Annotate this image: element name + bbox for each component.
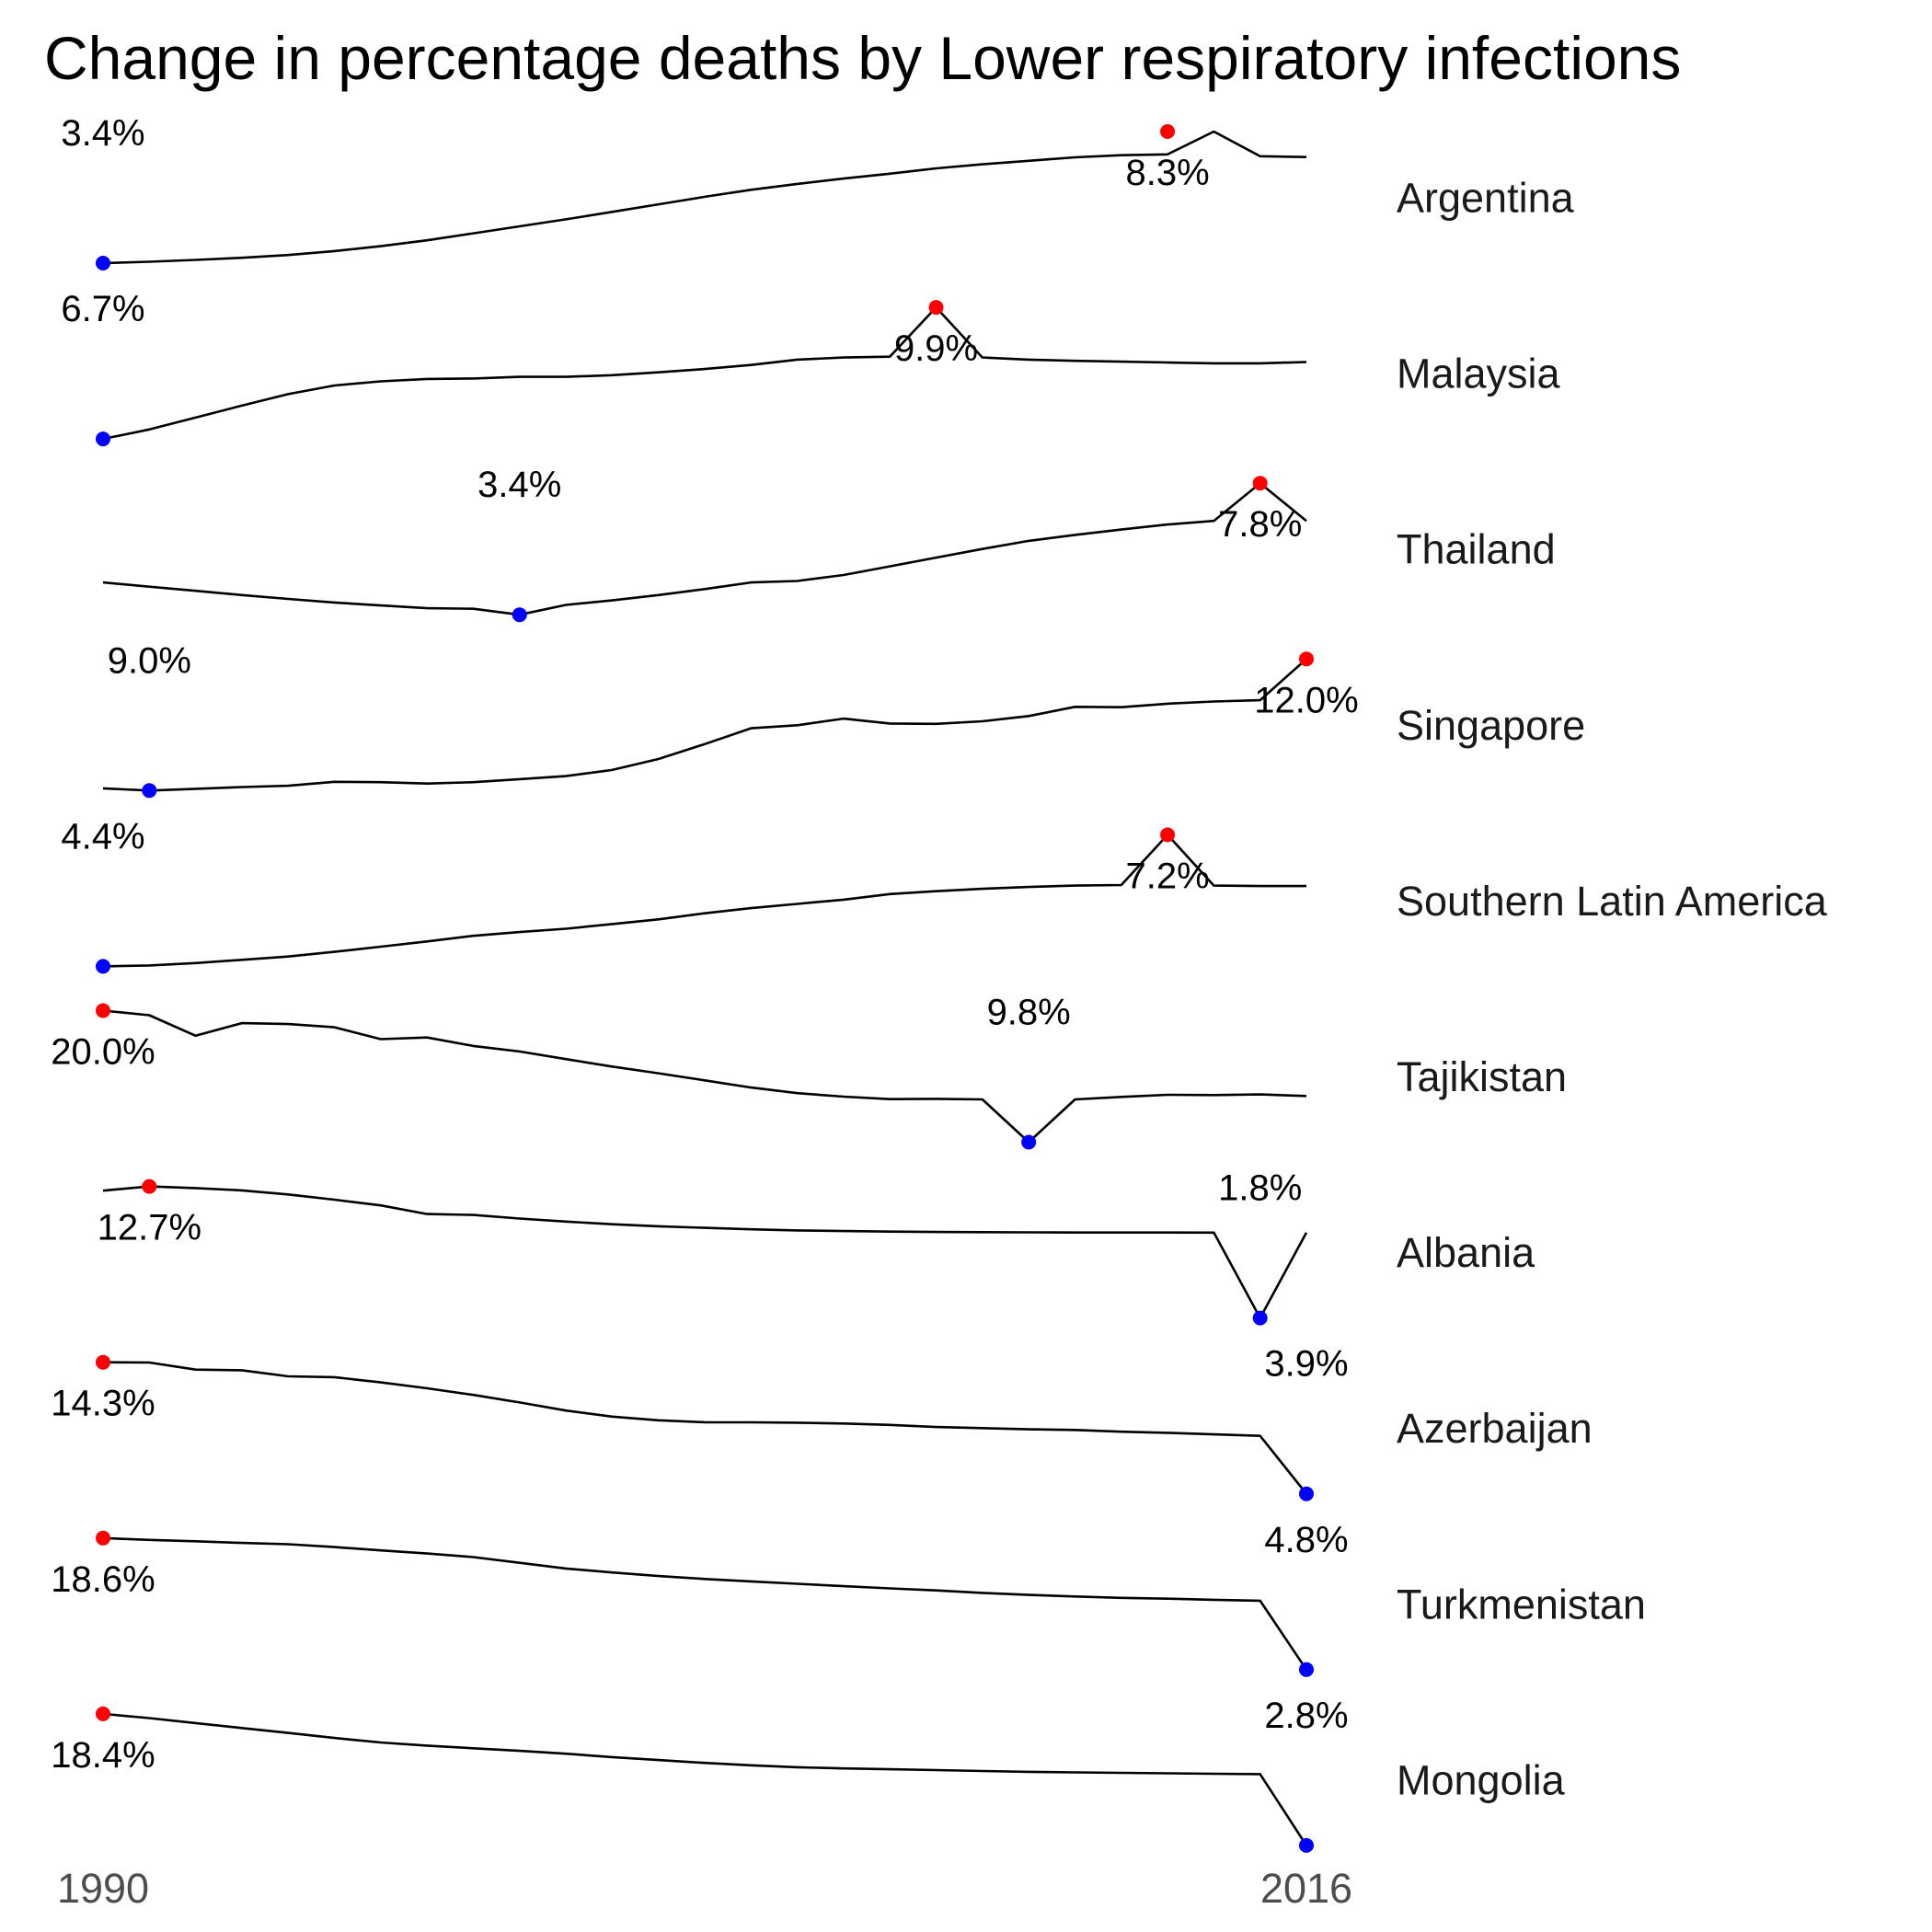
min-label-mongolia: 2.8% [1264, 1696, 1348, 1736]
country-label-malaysia: Malaysia [1397, 351, 1561, 397]
max-label-albania: 12.7% [98, 1208, 201, 1248]
series-line-tajikistan [102, 1009, 1307, 1144]
min-label-argentina: 3.4% [61, 113, 144, 154]
x-tick-start: 1990 [57, 1865, 149, 1912]
country-label-azerbaijan: Azerbaijan [1397, 1405, 1593, 1452]
max-point-argentina [1160, 124, 1176, 139]
min-label-singapore: 9.0% [108, 640, 191, 681]
min-label-thailand: 3.4% [477, 465, 561, 505]
max-label-azerbaijan: 14.3% [51, 1384, 155, 1424]
series-argentina: 3.4% 8.3% Argentina [61, 113, 1575, 270]
max-point-singapore [1299, 651, 1314, 667]
max-label-thailand: 7.8% [1218, 504, 1302, 545]
min-label-albania: 1.8% [1218, 1168, 1302, 1209]
min-point-albania [1252, 1310, 1268, 1326]
series-malaysia: 6.7% 9.9% Malaysia [61, 289, 1561, 447]
series-line-southern-latin-america [102, 834, 1306, 968]
max-point-azerbaijan [96, 1354, 110, 1370]
series-line-thailand [102, 481, 1307, 616]
max-point-malaysia [928, 300, 944, 316]
min-label-southern-latin-america: 4.4% [61, 816, 144, 857]
max-label-argentina: 8.3% [1125, 153, 1209, 193]
min-point-turkmenistan [1299, 1662, 1314, 1677]
max-point-tajikistan [96, 1003, 110, 1018]
series-line-azerbaijan [102, 1361, 1308, 1495]
country-label-mongolia: Mongolia [1397, 1756, 1566, 1803]
sparkline-rows: 3.4% 8.3% Argentina 6.7% 9.9% Malaysia 3.4% 7.8… [51, 113, 1828, 1853]
series-line-argentina [102, 130, 1307, 265]
series-azerbaijan: 3.9% 14.3% Azerbaijan [51, 1344, 1593, 1501]
min-point-tajikistan [1021, 1134, 1037, 1150]
series-tajikistan: 9.8% 20.0% Tajikistan [51, 993, 1567, 1150]
series-line-turkmenistan [102, 1536, 1308, 1671]
series-line-albania [102, 1185, 1308, 1319]
min-label-tajikistan: 9.8% [987, 993, 1071, 1033]
country-label-albania: Albania [1397, 1229, 1535, 1276]
country-label-southern-latin-america: Southern Latin America [1397, 878, 1828, 925]
min-point-mongolia [1299, 1837, 1314, 1853]
series-turkmenistan: 4.8% 18.6% Turkmenistan [51, 1520, 1646, 1677]
max-label-turkmenistan: 18.6% [51, 1559, 155, 1600]
series-line-singapore [102, 658, 1307, 792]
series-mongolia: 2.8% 18.4% Mongolia [51, 1696, 1566, 1853]
country-label-turkmenistan: Turkmenistan [1397, 1581, 1646, 1627]
max-point-albania [142, 1179, 157, 1194]
min-point-azerbaijan [1299, 1486, 1314, 1501]
country-label-argentina: Argentina [1397, 175, 1575, 222]
max-point-turkmenistan [96, 1530, 110, 1546]
max-point-mongolia [96, 1706, 110, 1721]
min-point-southern-latin-america [96, 959, 110, 974]
series-line-mongolia [102, 1712, 1308, 1846]
series-albania: 1.8% 12.7% Albania [98, 1168, 1535, 1326]
min-label-azerbaijan: 3.9% [1264, 1344, 1348, 1385]
country-label-tajikistan: Tajikistan [1397, 1053, 1567, 1100]
max-point-thailand [1252, 476, 1268, 491]
max-label-malaysia: 9.9% [894, 328, 978, 369]
min-label-turkmenistan: 4.8% [1264, 1520, 1348, 1560]
series-thailand: 3.4% 7.8% Thailand [102, 465, 1556, 623]
max-label-southern-latin-america: 7.2% [1125, 856, 1209, 896]
country-label-thailand: Thailand [1397, 526, 1556, 573]
max-label-tajikistan: 20.0% [51, 1032, 155, 1073]
series-singapore: 9.0% 12.0% Singapore [102, 640, 1585, 799]
max-label-singapore: 12.0% [1254, 680, 1358, 720]
series-line-malaysia [102, 305, 1307, 441]
chart-title: Change in percentage deaths by Lower res… [44, 24, 1681, 92]
max-point-southern-latin-america [1160, 827, 1176, 843]
x-tick-end: 2016 [1260, 1865, 1352, 1912]
min-point-argentina [96, 256, 110, 270]
min-point-malaysia [96, 431, 110, 447]
min-point-thailand [512, 607, 527, 623]
min-label-malaysia: 6.7% [61, 289, 144, 329]
country-label-singapore: Singapore [1397, 702, 1585, 749]
max-label-mongolia: 18.4% [51, 1735, 155, 1776]
series-southern-latin-america: 4.4% 7.2% Southern Latin America [61, 816, 1828, 974]
min-point-singapore [142, 783, 157, 799]
